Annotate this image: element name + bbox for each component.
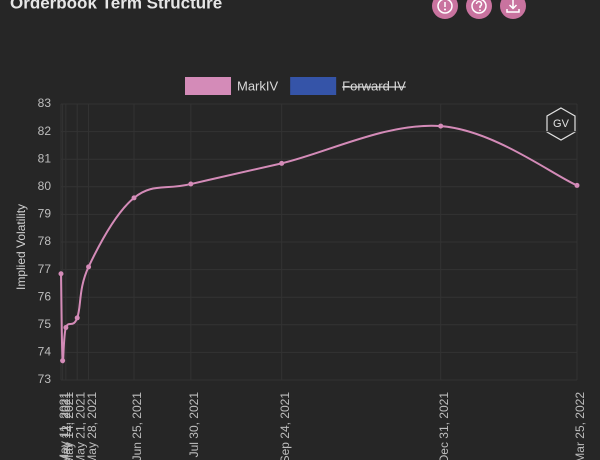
data-point bbox=[58, 271, 64, 277]
data-point bbox=[574, 182, 580, 188]
chart-title: Orderbook Term Structure bbox=[10, 0, 222, 12]
y-tick-label: 82 bbox=[38, 124, 52, 138]
legend-swatch bbox=[290, 77, 337, 95]
download-button[interactable] bbox=[500, 0, 526, 19]
info-button[interactable] bbox=[432, 0, 458, 19]
data-point bbox=[438, 123, 444, 129]
x-tick-label: Jul 30, 2021 bbox=[187, 392, 201, 458]
data-point bbox=[131, 195, 137, 201]
y-tick-label: 79 bbox=[38, 207, 52, 221]
y-tick-label: 81 bbox=[38, 151, 52, 165]
y-tick-label: 73 bbox=[38, 372, 52, 386]
data-point bbox=[60, 358, 66, 364]
legend-swatch bbox=[185, 77, 231, 95]
y-tick-label: 76 bbox=[38, 289, 52, 303]
legend-label[interactable]: Forward IV bbox=[342, 78, 406, 93]
y-tick-label: 75 bbox=[38, 317, 52, 331]
y-tick-label: 74 bbox=[38, 345, 52, 359]
x-tick-label: Sep 24, 2021 bbox=[278, 392, 292, 460]
x-tick-label: May 14, 2021 bbox=[62, 392, 76, 460]
data-point bbox=[63, 325, 69, 331]
x-tick-label: May 12, 2021 bbox=[59, 392, 73, 460]
x-tick-label: May 21, 2021 bbox=[73, 392, 87, 460]
x-tick-label: Mar 25, 2022 bbox=[573, 392, 587, 460]
y-tick-label: 77 bbox=[38, 262, 52, 276]
data-point bbox=[188, 181, 194, 187]
y-tick-label: 80 bbox=[38, 179, 52, 193]
y-axis-label: Implied Volatility bbox=[14, 204, 28, 290]
x-tick-label: Jun 25, 2021 bbox=[130, 392, 144, 460]
data-point bbox=[86, 264, 92, 270]
y-tick-label: 83 bbox=[38, 96, 52, 110]
legend-label[interactable]: MarkIV bbox=[237, 78, 279, 93]
x-tick-label: May 28, 2021 bbox=[85, 392, 99, 460]
data-point bbox=[279, 160, 285, 166]
x-tick-label: May 11, 2021 bbox=[57, 392, 71, 460]
x-tick-label: Dec 31, 2021 bbox=[437, 392, 451, 460]
data-point bbox=[74, 315, 80, 321]
watermark: GV bbox=[553, 118, 570, 130]
y-tick-label: 78 bbox=[38, 234, 52, 248]
help-button[interactable] bbox=[466, 0, 492, 19]
